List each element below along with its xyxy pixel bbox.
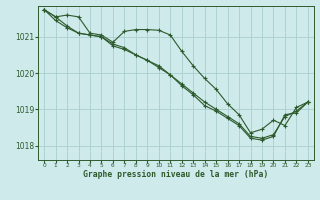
X-axis label: Graphe pression niveau de la mer (hPa): Graphe pression niveau de la mer (hPa) (84, 170, 268, 179)
